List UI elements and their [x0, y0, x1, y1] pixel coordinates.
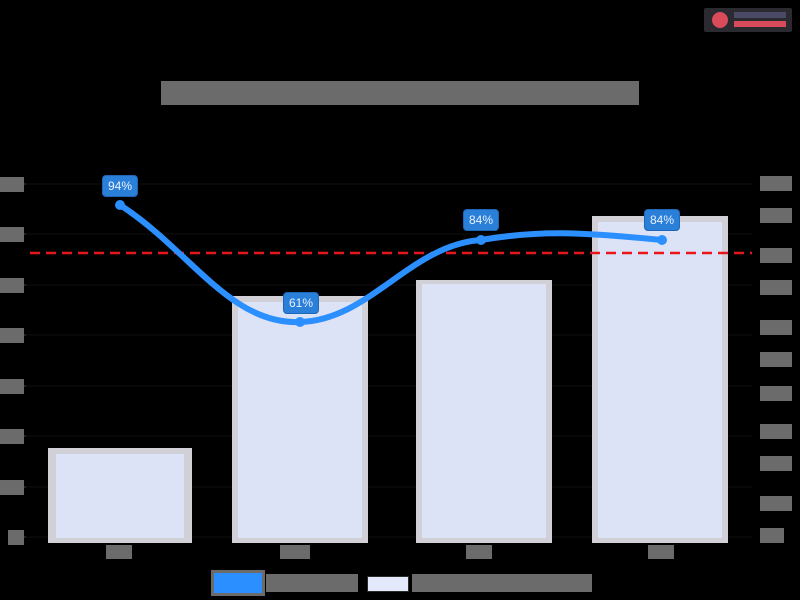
brand-name-bottom [734, 21, 786, 27]
x-axis-label [466, 545, 492, 559]
legend-label-bar[interactable] [412, 574, 592, 592]
line-points [115, 200, 667, 327]
left-axis-label [0, 278, 24, 293]
legend-line-swatch[interactable] [211, 570, 265, 596]
brand-logo [704, 8, 792, 32]
left-axis-label [0, 480, 24, 495]
left-axis-label [0, 429, 24, 444]
left-axis-label [8, 530, 24, 545]
right-axis-label [760, 320, 792, 335]
left-axis-label [0, 227, 24, 242]
data-label: 84% [462, 209, 500, 231]
legend-label-line[interactable] [266, 574, 358, 592]
left-axis-label [0, 177, 24, 192]
x-axis-label [648, 545, 674, 559]
right-axis-label [760, 352, 792, 367]
right-axis-label [760, 456, 792, 471]
chart-title [161, 81, 639, 105]
x-axis-label [280, 545, 310, 559]
right-axis-label [760, 386, 792, 401]
x-axis-label [106, 545, 132, 559]
brand-circle-icon [712, 12, 728, 28]
right-axis-label [760, 248, 792, 263]
right-axis-label [760, 176, 792, 191]
bar-series [48, 216, 728, 543]
chart-legend [210, 570, 595, 596]
data-label: 84% [643, 209, 681, 231]
data-label: 94% [101, 175, 139, 197]
legend-bar-swatch[interactable] [367, 576, 409, 592]
left-axis-label [0, 379, 24, 394]
right-axis-label [760, 208, 792, 223]
line-series [117, 202, 665, 326]
right-axis-label [760, 528, 784, 543]
data-label: 61% [282, 292, 320, 314]
right-axis-label [760, 424, 792, 439]
right-axis-label [760, 280, 792, 295]
brand-name-top [734, 12, 786, 18]
right-axis-label [760, 496, 792, 511]
left-axis-label [0, 328, 24, 343]
